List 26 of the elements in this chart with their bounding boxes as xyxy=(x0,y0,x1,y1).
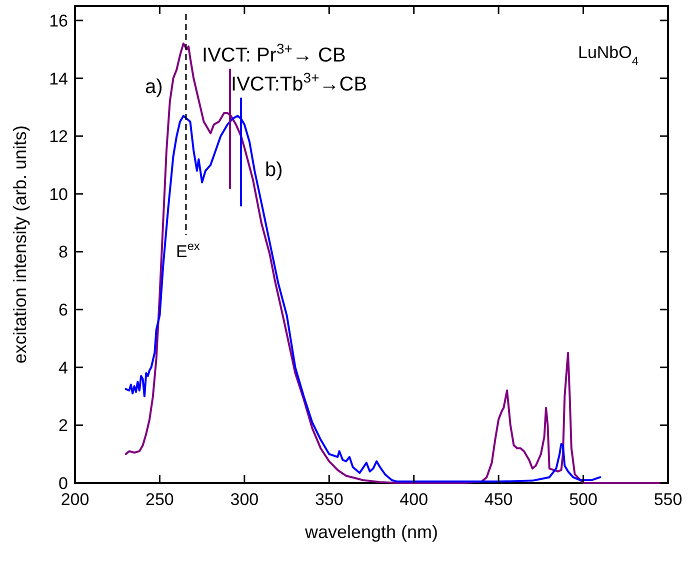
y-tick-label: 0 xyxy=(58,474,68,493)
annotation: IVCT:Tb$^{3+}$→CB xyxy=(231,70,368,96)
y-tick-label: 6 xyxy=(58,300,68,320)
annotation: a) xyxy=(145,76,163,98)
line-series xyxy=(124,42,662,484)
y-tick-label: 8 xyxy=(58,242,68,262)
y-axis-title: excitation intensity (arb. units) xyxy=(10,125,30,364)
x-tick-label: 300 xyxy=(230,490,259,509)
x-tick-label: 250 xyxy=(146,490,174,509)
y-tick-label: 4 xyxy=(58,358,68,378)
y-tick-label: 16 xyxy=(49,11,68,30)
ref-line-label: E$^{ex}$ xyxy=(176,238,200,261)
x-axis-title: wavelength (nm) xyxy=(304,522,438,542)
x-tick-label: 200 xyxy=(60,490,90,509)
y-tick-label: 14 xyxy=(49,69,68,88)
x-tick-label: 350 xyxy=(314,490,344,509)
y-tick-label: 10 xyxy=(49,184,68,204)
x-tick-label: 550 xyxy=(654,490,682,509)
x-tick-label: 400 xyxy=(400,490,428,509)
x-tick-label: 500 xyxy=(569,490,598,509)
annotation: IVCT: Pr$^{3+}$→ CB xyxy=(202,40,346,67)
y-tick-label: 2 xyxy=(58,416,68,436)
annotation: LuNbO$_{4}$ xyxy=(578,43,639,68)
y-tick-label: 12 xyxy=(49,127,68,146)
annotation: b) xyxy=(265,159,283,181)
x-tick-label: 450 xyxy=(484,490,513,509)
